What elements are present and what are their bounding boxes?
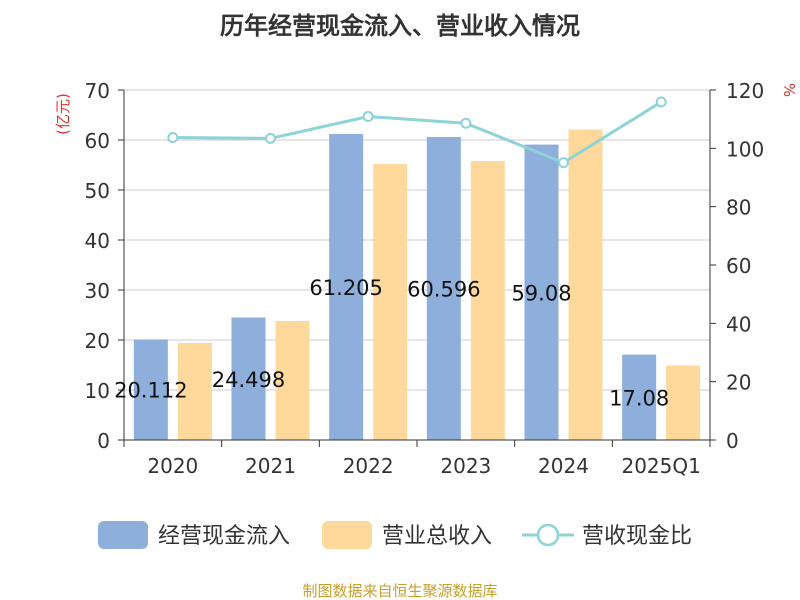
axes: 0 10 20 30 40 50 60 70 0 20 40 60 80 100 120 (亿元)% 2020 2… — [54, 79, 798, 478]
y-left-tick-label: 0 — [97, 429, 110, 453]
data-labels: 20.112 24.498 61.205 60.596 59.08 17.08 — [114, 276, 669, 410]
y-left-tick-label: 20 — [85, 329, 110, 353]
y-right-tick-label: 80 — [726, 196, 751, 220]
y-left-unit-label: (亿元) — [54, 93, 72, 135]
x-tick-label: 2024 — [538, 454, 589, 478]
bar-data-label: 17.08 — [609, 386, 669, 410]
ratio-line — [172, 100, 662, 165]
grid — [124, 89, 710, 441]
ratio-point — [167, 132, 179, 144]
bar-cash-inflow — [524, 144, 559, 440]
x-tick-label: 2021 — [245, 454, 296, 478]
legend-swatch — [98, 521, 148, 549]
source-note: 制图数据来自恒生聚源数据库 — [302, 582, 497, 600]
ratio-point — [558, 157, 569, 169]
chart-title: 历年经营现金流入、营业收入情况 — [220, 12, 580, 40]
bar-cash-inflow — [426, 137, 461, 440]
bar-cash-inflow — [133, 339, 168, 440]
ratio-point — [655, 96, 667, 108]
y-left-tick-label: 70 — [85, 79, 110, 103]
y-right-tick-label: 60 — [726, 254, 751, 278]
y-left-tick-label: 30 — [85, 279, 110, 303]
y-left-tick-label: 50 — [85, 179, 110, 203]
legend: 经营现金流入 营业总收入 营收现金比 — [98, 521, 692, 549]
legend-label: 经营现金流入 — [158, 524, 290, 549]
bar-data-label: 60.596 — [407, 278, 480, 302]
bar-cash-inflow — [231, 317, 266, 440]
bar-revenue — [666, 365, 701, 440]
bars — [133, 129, 701, 440]
legend-label: 营收现金比 — [582, 524, 692, 549]
ratio-point — [460, 117, 472, 129]
legend-marker — [536, 523, 560, 547]
y-right-tick-label: 120 — [726, 79, 764, 103]
y-right-tick-label: 40 — [726, 312, 751, 336]
ratio-point — [265, 132, 276, 144]
y-right-tick-label: 100 — [726, 137, 764, 161]
ratio-point — [362, 111, 374, 123]
bar-data-label: 61.205 — [309, 276, 382, 300]
bar-revenue — [177, 343, 212, 440]
bar-cash-inflow — [329, 133, 364, 440]
y-right-unit-label: % — [780, 83, 798, 97]
bar-cash-inflow — [622, 354, 657, 440]
bar-data-label: 20.112 — [114, 379, 187, 403]
legend-label: 营业总收入 — [382, 524, 492, 549]
y-right-tick-label: 20 — [726, 371, 751, 395]
legend-swatch — [322, 521, 372, 549]
line-series — [167, 96, 667, 169]
y-right-tick-label: 0 — [726, 429, 739, 453]
bar-revenue — [373, 164, 408, 440]
y-left-tick-label: 40 — [85, 229, 110, 253]
x-tick-label: 2025Q1 — [621, 454, 700, 478]
bar-data-label: 24.498 — [212, 368, 285, 392]
x-tick-label: 2023 — [440, 454, 491, 478]
x-tick-label: 2022 — [343, 454, 394, 478]
y-left-tick-label: 60 — [85, 129, 110, 153]
bar-revenue — [568, 129, 603, 440]
y-left-tick-label: 10 — [85, 379, 110, 403]
bar-revenue — [275, 321, 310, 440]
bar-revenue — [470, 161, 505, 440]
bar-data-label: 59.08 — [511, 281, 571, 305]
x-tick-label: 2020 — [147, 454, 198, 478]
